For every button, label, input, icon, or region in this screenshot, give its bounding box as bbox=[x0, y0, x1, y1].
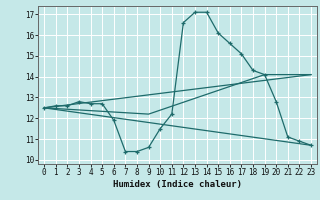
X-axis label: Humidex (Indice chaleur): Humidex (Indice chaleur) bbox=[113, 180, 242, 189]
